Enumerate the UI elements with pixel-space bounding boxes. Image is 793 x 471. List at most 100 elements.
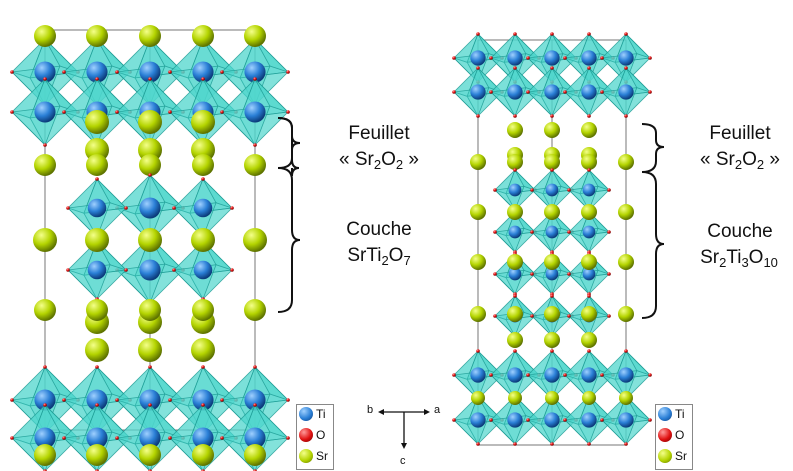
axis-label-a: a xyxy=(434,404,441,416)
ti-atom xyxy=(507,50,523,66)
o-atom xyxy=(66,268,70,272)
o-atom xyxy=(168,70,172,74)
sr-atom xyxy=(470,254,486,270)
o-atom xyxy=(587,442,591,446)
ti-atom xyxy=(581,412,597,428)
o-atom xyxy=(567,314,571,318)
ti-atom xyxy=(193,198,213,218)
ti-atom xyxy=(139,61,161,83)
sr-atom xyxy=(138,338,162,362)
ti-atom xyxy=(582,267,596,281)
ti-atom xyxy=(582,183,596,197)
ti-atom xyxy=(470,412,486,428)
o-atom xyxy=(607,272,611,276)
ti-atom xyxy=(618,84,634,100)
sr-atom xyxy=(244,25,266,47)
legend-item-sr: Sr xyxy=(299,447,333,467)
o-atom xyxy=(493,230,497,234)
axis-label-c: c xyxy=(400,455,406,467)
ti-atom xyxy=(192,61,214,83)
o-atom xyxy=(95,403,99,407)
ti-atom xyxy=(192,389,214,411)
sr-atom xyxy=(581,306,597,322)
o-atom xyxy=(624,349,628,353)
structure-srti2o7-dion-jacobson xyxy=(10,25,290,471)
ti-atom xyxy=(470,367,486,383)
o-atom xyxy=(201,177,205,181)
ti-atom xyxy=(545,267,559,281)
o-atom xyxy=(513,294,517,298)
sr-atom-icon xyxy=(658,449,672,463)
ti-atom xyxy=(139,259,161,281)
o-atom xyxy=(550,32,554,36)
legend-item-o: O xyxy=(658,426,692,446)
sr-atom xyxy=(618,154,634,170)
o-atom xyxy=(587,32,591,36)
ti-atom xyxy=(86,61,108,83)
o-atom xyxy=(489,418,493,422)
o-atom xyxy=(95,177,99,181)
ti-atom-icon xyxy=(658,407,672,421)
sr-atom xyxy=(544,154,560,170)
sr-atom xyxy=(581,332,597,348)
ti-atom xyxy=(86,389,108,411)
sr-atom xyxy=(191,228,215,252)
o-atom xyxy=(168,436,172,440)
sr-atom-icon xyxy=(299,449,313,463)
sr-atom xyxy=(544,306,560,322)
sr-atom xyxy=(470,154,486,170)
o-atom xyxy=(600,56,604,60)
ti-atom xyxy=(581,50,597,66)
o-atom xyxy=(124,206,128,210)
o-atom xyxy=(115,70,119,74)
sr-atom xyxy=(507,204,523,220)
ti-atom xyxy=(139,197,161,219)
o-atom xyxy=(587,294,591,298)
sr-atom xyxy=(192,444,214,466)
label-couche-right: Couche xyxy=(707,221,773,242)
o-atom xyxy=(220,436,224,440)
sr-atom xyxy=(470,204,486,220)
sr-atom xyxy=(581,122,597,138)
o-atom xyxy=(62,70,66,74)
o-atom xyxy=(253,143,257,147)
ti-atom xyxy=(244,427,266,449)
sr-atom xyxy=(139,299,161,321)
o-atom xyxy=(201,77,205,81)
ti-atom xyxy=(34,101,56,123)
sr-atom xyxy=(581,254,597,270)
sr-atom xyxy=(138,110,162,134)
o-atom-icon xyxy=(299,428,313,442)
label-srti2o7: SrTi2O7 xyxy=(347,245,411,268)
o-atom xyxy=(493,188,497,192)
sr-atom xyxy=(507,306,523,322)
o-atom xyxy=(220,70,224,74)
o-atom xyxy=(624,66,628,70)
sr-atom xyxy=(507,122,523,138)
o-atom xyxy=(607,188,611,192)
o-atom xyxy=(563,56,567,60)
o-atom xyxy=(43,77,47,81)
o-atom xyxy=(115,110,119,114)
legend-item-ti: Ti xyxy=(658,405,692,425)
sr-atom xyxy=(191,110,215,134)
ti-atom xyxy=(470,50,486,66)
o-atom xyxy=(493,314,497,318)
o-atom-icon xyxy=(658,428,672,442)
o-atom xyxy=(172,206,176,210)
o-atom xyxy=(452,56,456,60)
ti-atom xyxy=(193,260,213,280)
brace-feuillet-left-full xyxy=(277,117,301,169)
legend-left: Ti O Sr xyxy=(296,404,334,470)
o-atom xyxy=(624,114,628,118)
o-atom xyxy=(476,32,480,36)
ti-atom xyxy=(87,198,107,218)
ti-atom xyxy=(544,50,560,66)
o-atom xyxy=(600,90,604,94)
ti-atom-icon xyxy=(299,407,313,421)
ti-atom xyxy=(507,84,523,100)
label-sr2ti3o10: Sr2Ti3O10 xyxy=(700,247,778,270)
o-atom xyxy=(563,418,567,422)
o-atom xyxy=(600,373,604,377)
